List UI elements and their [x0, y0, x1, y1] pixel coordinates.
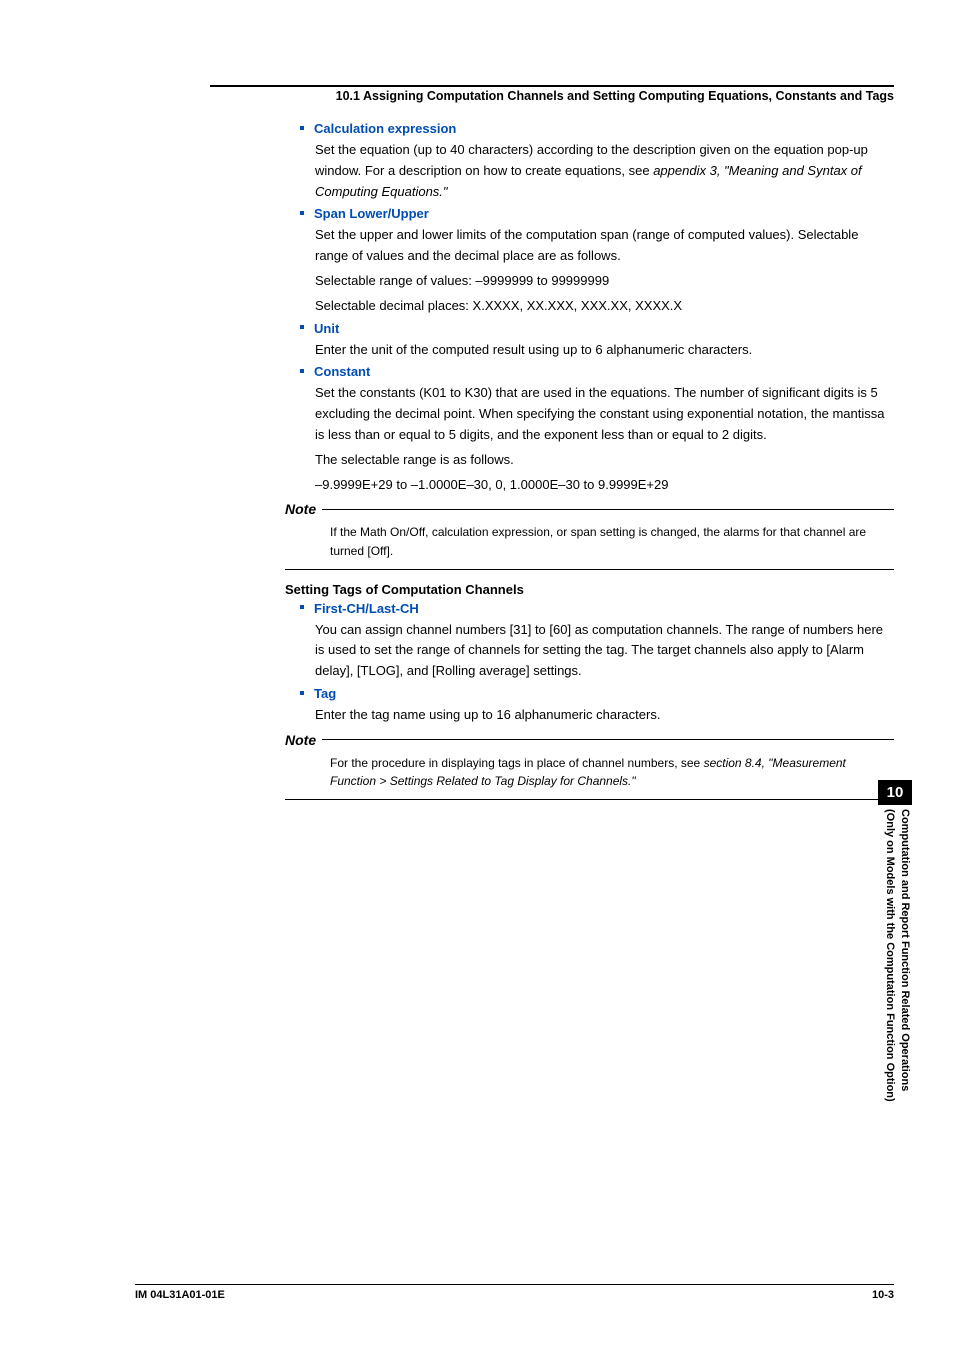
body-text: Set the equation (up to 40 characters) a…: [315, 140, 894, 202]
item-calc-expression: Calculation expression: [300, 121, 894, 136]
body-text: Enter the tag name using up to 16 alphan…: [315, 705, 894, 726]
item-first-last-ch: First-CH/Last-CH: [300, 601, 894, 616]
sidebar-line1: Computation and Report Function Related …: [899, 809, 911, 1091]
body-text: The selectable range is as follows.: [315, 450, 894, 471]
bullet-icon: [300, 211, 304, 215]
note-label: Note: [285, 501, 316, 517]
item-unit: Unit: [300, 321, 894, 336]
bullet-icon: [300, 325, 304, 329]
chapter-tab: 10 Computation and Report Function Relat…: [878, 780, 912, 1220]
item-title-text: Span Lower/Upper: [314, 206, 429, 221]
body-text: You can assign channel numbers [31] to […: [315, 620, 894, 682]
item-span: Span Lower/Upper: [300, 206, 894, 221]
note-text: If the Math On/Off, calculation expressi…: [330, 523, 884, 560]
chapter-number: 10: [878, 780, 912, 805]
item-title-text: Unit: [314, 321, 339, 336]
bullet-icon: [300, 691, 304, 695]
note-rule: [285, 799, 894, 800]
body-text: Enter the unit of the computed result us…: [315, 340, 894, 361]
page-footer: IM 04L31A01-01E 10-3: [135, 1284, 894, 1301]
footer-page-number: 10-3: [872, 1289, 894, 1301]
note-label: Note: [285, 732, 316, 748]
body-text: –9.9999E+29 to –1.0000E–30, 0, 1.0000E–3…: [315, 475, 894, 496]
bullet-icon: [300, 126, 304, 130]
section-header: 10.1 Assigning Computation Channels and …: [210, 85, 894, 103]
text-span: For the procedure in displaying tags in …: [330, 756, 704, 770]
item-title-text: Tag: [314, 686, 336, 701]
item-tag: Tag: [300, 686, 894, 701]
sub-heading: Setting Tags of Computation Channels: [285, 582, 894, 597]
item-constant: Constant: [300, 364, 894, 379]
body-text: Set the constants (K01 to K30) that are …: [315, 383, 894, 445]
sidebar-line2: (Only on Models with the Computation Fun…: [884, 809, 896, 1102]
body-text: Set the upper and lower limits of the co…: [315, 225, 894, 267]
item-title-text: First-CH/Last-CH: [314, 601, 419, 616]
note-heading: Note: [285, 501, 894, 517]
item-title-text: Constant: [314, 364, 370, 379]
note-rule: [285, 569, 894, 570]
bullet-icon: [300, 369, 304, 373]
chapter-title-vertical: Computation and Report Function Related …: [880, 809, 912, 1204]
note-heading: Note: [285, 732, 894, 748]
item-title-text: Calculation expression: [314, 121, 456, 136]
body-text: Selectable range of values: –9999999 to …: [315, 271, 894, 292]
body-text: Selectable decimal places: X.XXXX, XX.XX…: [315, 296, 894, 317]
note-text: For the procedure in displaying tags in …: [330, 754, 884, 791]
footer-doc-id: IM 04L31A01-01E: [135, 1289, 225, 1301]
bullet-icon: [300, 605, 304, 609]
